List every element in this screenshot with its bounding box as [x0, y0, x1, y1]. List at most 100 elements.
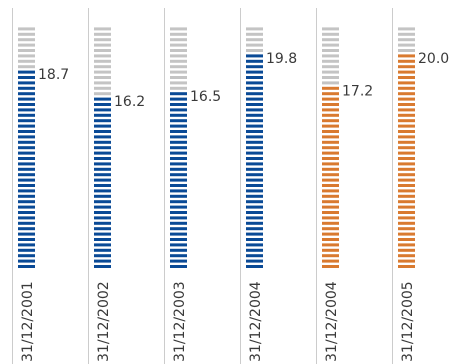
bar-segment-filled	[398, 211, 415, 214]
bar-segment-filled	[246, 140, 263, 144]
bar-segment-filled	[170, 238, 187, 241]
bar-segment-filled	[398, 54, 415, 58]
bar-segment-filled	[94, 205, 111, 209]
bar-segment-filled	[398, 227, 415, 231]
bar-segment-empty	[170, 32, 187, 36]
bar-segment-empty	[94, 27, 111, 31]
bar-segment-filled	[322, 232, 339, 236]
bar-segment-filled	[94, 130, 111, 133]
bar-segment-empty	[94, 43, 111, 47]
bar-segment-filled	[18, 130, 35, 133]
bar-segment-filled	[18, 135, 35, 139]
bar-segment-empty	[94, 59, 111, 63]
bar-segment-empty	[398, 32, 415, 36]
bar-segment-empty	[94, 86, 111, 90]
bar-segment-filled	[94, 259, 111, 263]
bar-segment-filled	[18, 205, 35, 209]
bar-segment-filled	[246, 184, 263, 187]
bar-segment-filled	[94, 162, 111, 166]
bar-segment-empty	[170, 70, 187, 74]
bar-segment-filled	[246, 119, 263, 123]
bar-segment-filled	[398, 113, 415, 117]
bar-segment-empty	[170, 27, 187, 31]
bar-segment-filled	[170, 205, 187, 209]
bar-segment-filled	[398, 189, 415, 193]
bar-segment-empty	[170, 76, 187, 79]
bar-segment-filled	[322, 124, 339, 128]
bar-segment-filled	[398, 162, 415, 166]
bar-segment-filled	[170, 265, 187, 268]
bar-segment-filled	[398, 205, 415, 209]
bar-segment-filled	[170, 221, 187, 225]
bar-segment-filled	[18, 92, 35, 96]
bar-segment-filled	[322, 157, 339, 160]
bar-segment-empty	[170, 38, 187, 42]
bar-segment-filled	[322, 178, 339, 182]
bar-segment-filled	[170, 178, 187, 182]
bar-segment-filled	[170, 184, 187, 187]
bar-segment-filled	[18, 194, 35, 198]
bar-segment-filled	[398, 119, 415, 123]
bar-segment-filled	[18, 189, 35, 193]
bar-segment-filled	[94, 221, 111, 225]
bar-segment-filled	[94, 146, 111, 150]
bar-segment-filled	[246, 135, 263, 139]
bar-segment-empty	[18, 32, 35, 36]
bar-segment-empty	[170, 49, 187, 52]
bar-segment-filled	[246, 113, 263, 117]
bar-segment-filled	[246, 97, 263, 101]
bar-segment-filled	[170, 140, 187, 144]
bar-segment-filled	[246, 108, 263, 112]
bar-segment-filled	[322, 248, 339, 252]
category-label: 31/12/2005	[400, 281, 416, 362]
bar-segment-filled	[170, 92, 187, 96]
bar-segment-filled	[398, 216, 415, 220]
bar-segment-filled	[18, 157, 35, 160]
bar-segment-filled	[246, 130, 263, 133]
bar-segment-filled	[322, 254, 339, 258]
bar-segment-empty	[18, 43, 35, 47]
bar-segment-filled	[322, 243, 339, 247]
bar-segment-filled	[246, 211, 263, 214]
bar-segment-filled	[398, 259, 415, 263]
bar-segment-filled	[18, 232, 35, 236]
bar-segment-empty	[322, 65, 339, 69]
bar-segment-filled	[18, 200, 35, 204]
bar-segment-filled	[322, 200, 339, 204]
category-label: 31/12/2002	[96, 281, 112, 362]
bar-segment-filled	[170, 211, 187, 214]
bar-segment-filled	[170, 200, 187, 204]
bar-segment-filled	[322, 167, 339, 171]
bar-segment-filled	[398, 65, 415, 69]
bar-segment-filled	[18, 146, 35, 150]
bar-segment-filled	[398, 194, 415, 198]
bar-segment-empty	[18, 49, 35, 52]
bar-segment-filled	[398, 81, 415, 85]
bar-segment-filled	[246, 200, 263, 204]
category-label: 31/12/2001	[20, 281, 36, 362]
value-label: 17.2	[342, 83, 373, 99]
bar-segment-filled	[18, 86, 35, 90]
bar-segment-filled	[18, 227, 35, 231]
bar-segment-empty	[18, 54, 35, 58]
bar-segment-filled	[18, 76, 35, 79]
bar-segment-filled	[322, 140, 339, 144]
bar-segment-empty	[246, 49, 263, 52]
bar-segment-filled	[94, 200, 111, 204]
bar-segment-filled	[398, 140, 415, 144]
bar-segment-filled	[18, 103, 35, 106]
bar-segment-filled	[18, 167, 35, 171]
bar-segment-filled	[398, 167, 415, 171]
bar-segment-filled	[18, 113, 35, 117]
bar-segment-filled	[170, 146, 187, 150]
bar-segment-filled	[398, 173, 415, 177]
value-label: 16.2	[114, 94, 145, 110]
bar-segment-filled	[246, 70, 263, 74]
bar-segment-filled	[18, 151, 35, 155]
bar-segment-filled	[18, 70, 35, 74]
bar-segment-filled	[94, 124, 111, 128]
bar-segment-filled	[94, 167, 111, 171]
bar-segment-filled	[246, 189, 263, 193]
bar-segment-filled	[246, 76, 263, 79]
bar-segment-filled	[246, 54, 263, 58]
